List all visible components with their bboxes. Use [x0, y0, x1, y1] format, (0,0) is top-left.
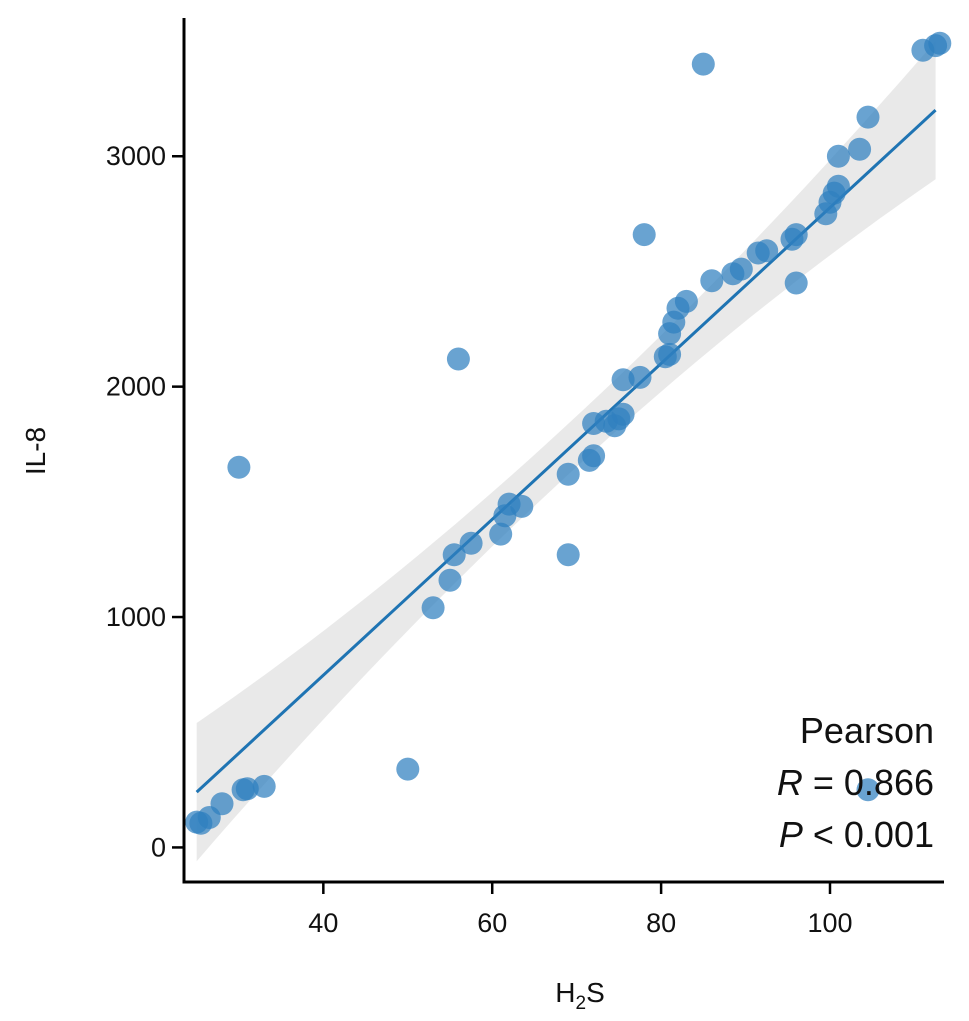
data-point	[856, 778, 880, 802]
data-point	[848, 137, 872, 161]
data-point	[421, 596, 445, 620]
data-point	[582, 444, 606, 468]
x-tick-label: 100	[807, 908, 852, 938]
y-tick-label: 0	[151, 832, 166, 862]
data-point	[628, 365, 652, 389]
data-point	[396, 757, 420, 781]
data-point	[729, 257, 753, 281]
data-point	[446, 347, 470, 371]
y-tick-label: 2000	[106, 372, 166, 402]
y-axis-title: IL-8	[20, 427, 51, 475]
data-point	[235, 777, 259, 801]
data-point	[856, 105, 880, 129]
data-point	[826, 174, 850, 198]
data-point	[510, 494, 534, 518]
regression-line-layer	[195, 109, 937, 794]
data-point	[632, 223, 656, 247]
data-point	[700, 269, 724, 293]
regression-line	[195, 109, 937, 794]
data-point	[438, 568, 462, 592]
data-point	[784, 223, 808, 247]
y-tick-label: 3000	[106, 141, 166, 171]
data-points-layer	[185, 31, 952, 835]
data-point	[489, 522, 513, 546]
pearson-annotation: Pearson R = 0.866 P < 0.001	[777, 710, 934, 855]
data-point	[674, 289, 698, 313]
annotation-r-value: R = 0.866	[777, 762, 934, 803]
data-point	[658, 342, 682, 366]
annotation-title: Pearson	[800, 710, 934, 751]
data-point	[611, 368, 635, 392]
annotation-p-value: P < 0.001	[779, 814, 934, 855]
data-point	[210, 792, 234, 816]
data-point	[556, 543, 580, 567]
data-point	[784, 271, 808, 295]
x-tick-label: 80	[646, 908, 676, 938]
data-point	[227, 455, 251, 479]
data-point	[556, 462, 580, 486]
x-axis-title: H2S	[555, 977, 605, 1014]
data-point	[252, 774, 276, 798]
data-point	[691, 52, 715, 76]
data-point	[442, 543, 466, 567]
data-point	[459, 531, 483, 555]
data-point	[928, 31, 952, 55]
data-point	[611, 402, 635, 426]
data-point	[755, 239, 779, 263]
data-point	[826, 144, 850, 168]
x-tick-label: 60	[477, 908, 507, 938]
x-tick-label: 40	[308, 908, 338, 938]
y-tick-label: 1000	[106, 602, 166, 632]
